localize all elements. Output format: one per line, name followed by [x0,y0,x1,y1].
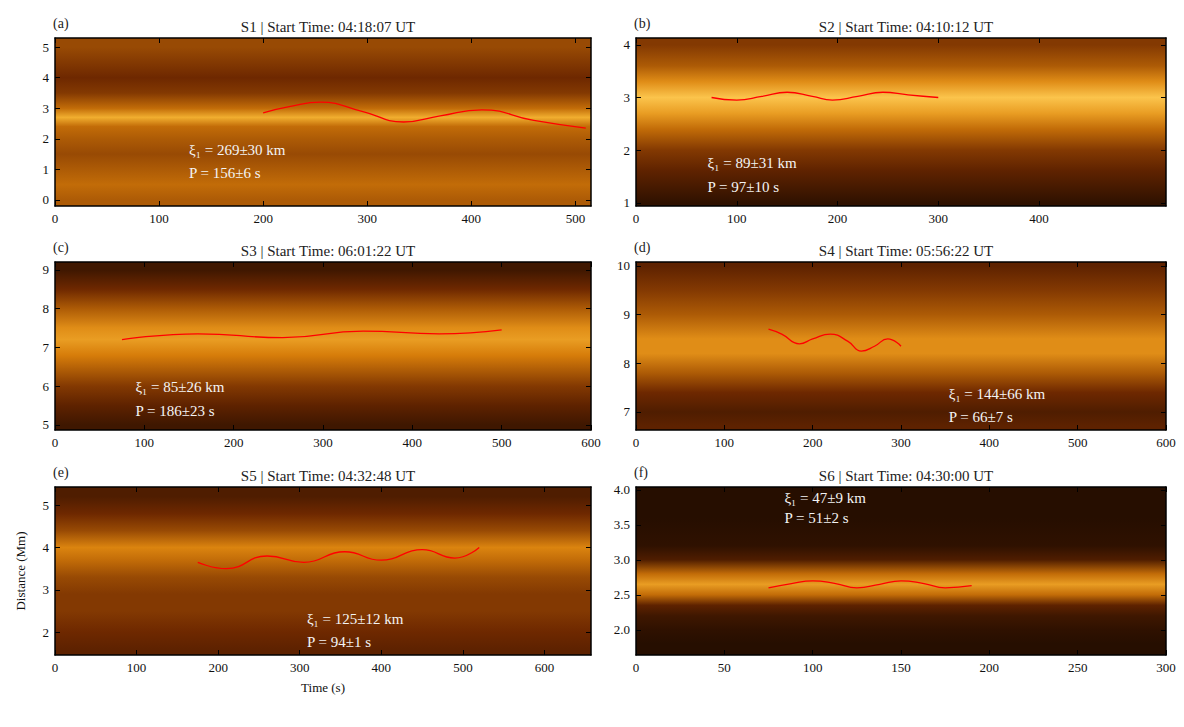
svg-text:9: 9 [43,262,50,277]
svg-text:7: 7 [624,404,631,419]
svg-text:100: 100 [803,660,823,675]
svg-text:6: 6 [43,379,50,394]
svg-text:4: 4 [624,37,631,52]
svg-text:300: 300 [1156,660,1176,675]
svg-text:600: 600 [581,435,601,450]
svg-text:200: 200 [803,435,823,450]
svg-text:0: 0 [633,211,640,226]
svg-text:300: 300 [290,660,310,675]
svg-text:400: 400 [403,435,423,450]
svg-text:4.0: 4.0 [614,482,630,497]
svg-text:0: 0 [633,660,640,675]
svg-text:2: 2 [43,625,50,640]
svg-text:7: 7 [43,340,50,355]
svg-text:600: 600 [1156,435,1176,450]
svg-text:P = 156±6 s: P = 156±6 s [189,165,261,181]
svg-text:S4 | Start Time: 05:56:22 UT: S4 | Start Time: 05:56:22 UT [819,243,993,259]
svg-text:100: 100 [715,435,735,450]
svg-text:400: 400 [372,660,392,675]
svg-text:400: 400 [980,435,1000,450]
svg-text:100: 100 [727,211,747,226]
svg-text:ξ₁ = 144±66 km: ξ₁ = 144±66 km [949,386,1046,402]
svg-text:50: 50 [718,660,731,675]
svg-text:0: 0 [52,211,59,226]
svg-text:2.0: 2.0 [614,622,630,637]
svg-text:S3 | Start Time: 06:01:22 UT: S3 | Start Time: 06:01:22 UT [241,243,415,259]
svg-text:400: 400 [1029,211,1049,226]
svg-text:ξ₁ = 125±12 km: ξ₁ = 125±12 km [307,611,404,627]
svg-text:P = 186±23 s: P = 186±23 s [135,403,214,419]
svg-text:2.5: 2.5 [614,587,630,602]
svg-text:(c): (c) [53,240,69,256]
svg-text:4: 4 [43,540,50,555]
svg-text:300: 300 [313,435,333,450]
svg-text:ξ₁ = 47±9 km: ξ₁ = 47±9 km [784,490,866,506]
svg-text:3.5: 3.5 [614,517,630,532]
svg-text:ξ₁ = 85±26 km: ξ₁ = 85±26 km [135,379,224,395]
svg-text:300: 300 [891,435,911,450]
svg-text:4: 4 [43,70,50,85]
svg-text:100: 100 [135,435,155,450]
svg-text:3: 3 [43,582,50,597]
svg-text:P = 94±1 s: P = 94±1 s [307,634,371,650]
svg-text:S5 | Start Time: 04:32:48 UT: S5 | Start Time: 04:32:48 UT [241,468,415,484]
svg-text:10: 10 [617,258,630,273]
svg-text:200: 200 [224,435,244,450]
svg-text:1: 1 [43,162,50,177]
svg-text:3: 3 [624,90,631,105]
svg-text:P = 51±2 s: P = 51±2 s [784,510,848,526]
svg-text:Distance (Mm): Distance (Mm) [13,531,28,610]
svg-text:3.0: 3.0 [614,552,630,567]
svg-text:0: 0 [43,192,50,207]
svg-text:200: 200 [828,211,848,226]
svg-text:600: 600 [535,660,555,675]
svg-text:P = 66±7 s: P = 66±7 s [949,409,1013,425]
svg-text:200: 200 [208,660,228,675]
svg-text:S2 | Start Time: 04:10:12 UT: S2 | Start Time: 04:10:12 UT [819,19,993,35]
svg-text:300: 300 [929,211,949,226]
svg-text:S6 | Start Time: 04:30:00 UT: S6 | Start Time: 04:30:00 UT [819,468,993,484]
svg-text:500: 500 [492,435,512,450]
svg-text:8: 8 [43,301,50,316]
svg-text:100: 100 [127,660,147,675]
svg-text:200: 200 [253,211,273,226]
svg-text:(b): (b) [634,16,651,32]
svg-text:3: 3 [43,101,50,116]
svg-text:250: 250 [1068,660,1088,675]
svg-text:(f): (f) [634,465,648,481]
svg-text:0: 0 [52,435,59,450]
svg-text:0: 0 [633,435,640,450]
svg-text:100: 100 [149,211,169,226]
svg-text:P = 97±10 s: P = 97±10 s [708,179,780,195]
svg-text:500: 500 [566,211,586,226]
svg-text:400: 400 [462,211,482,226]
svg-text:8: 8 [624,356,631,371]
svg-text:9: 9 [624,307,631,322]
svg-text:(a): (a) [53,16,69,32]
svg-text:(e): (e) [53,465,69,481]
svg-text:1: 1 [624,195,631,210]
svg-text:500: 500 [453,660,473,675]
svg-text:S1 | Start Time: 04:18:07 UT: S1 | Start Time: 04:18:07 UT [241,19,415,35]
svg-text:300: 300 [357,211,377,226]
svg-text:0: 0 [52,660,59,675]
svg-text:ξ₁ = 269±30 km: ξ₁ = 269±30 km [189,142,286,158]
svg-text:5: 5 [43,498,50,513]
svg-text:200: 200 [980,660,1000,675]
svg-text:2: 2 [624,143,631,158]
svg-text:Time (s): Time (s) [301,680,345,695]
svg-text:150: 150 [891,660,911,675]
svg-text:ξ₁ = 89±31 km: ξ₁ = 89±31 km [708,155,797,171]
svg-text:5: 5 [43,40,50,55]
svg-text:500: 500 [1068,435,1088,450]
svg-text:2: 2 [43,131,50,146]
svg-text:(d): (d) [634,240,651,256]
svg-text:5: 5 [43,417,50,432]
